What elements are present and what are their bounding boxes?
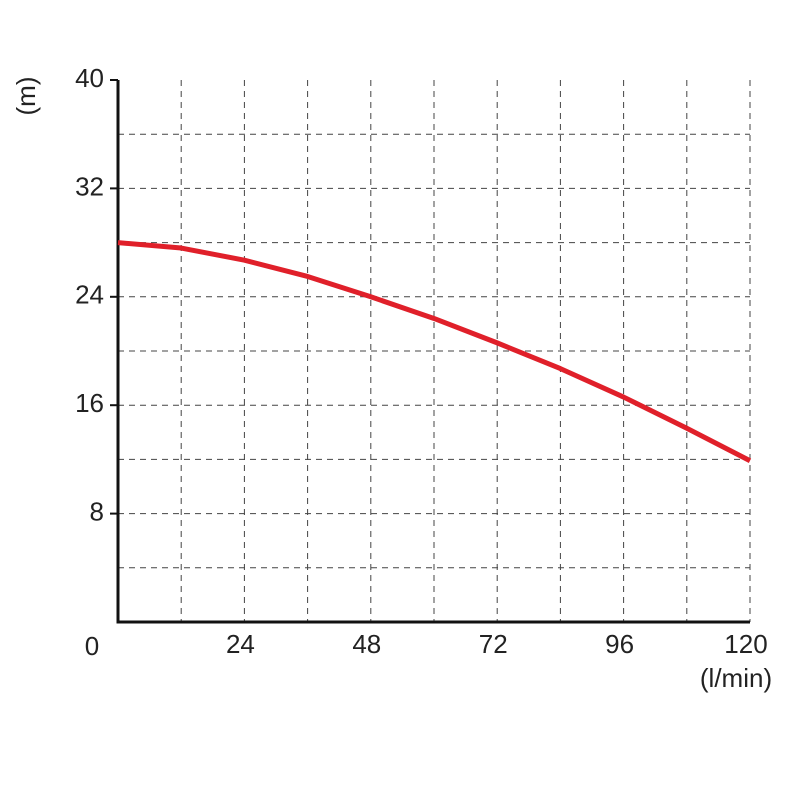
y-tick-label: 24 <box>75 280 104 310</box>
x-tick-label: 96 <box>605 629 634 659</box>
x-axis-label: (l/min) <box>700 663 772 693</box>
x-tick-label: 72 <box>479 629 508 659</box>
y-tick-label: 40 <box>75 63 104 93</box>
data-line <box>117 240 752 463</box>
y-tick-label: 32 <box>75 171 104 201</box>
x-tick-label: 24 <box>226 629 255 659</box>
x-tick-label: 120 <box>724 629 767 659</box>
x-tick-label: 48 <box>352 629 381 659</box>
y-axis-label: (m) <box>11 77 41 116</box>
y-tick-label: 0 <box>85 631 99 661</box>
y-tick-label: 8 <box>90 496 104 526</box>
y-tick-label: 16 <box>75 388 104 418</box>
